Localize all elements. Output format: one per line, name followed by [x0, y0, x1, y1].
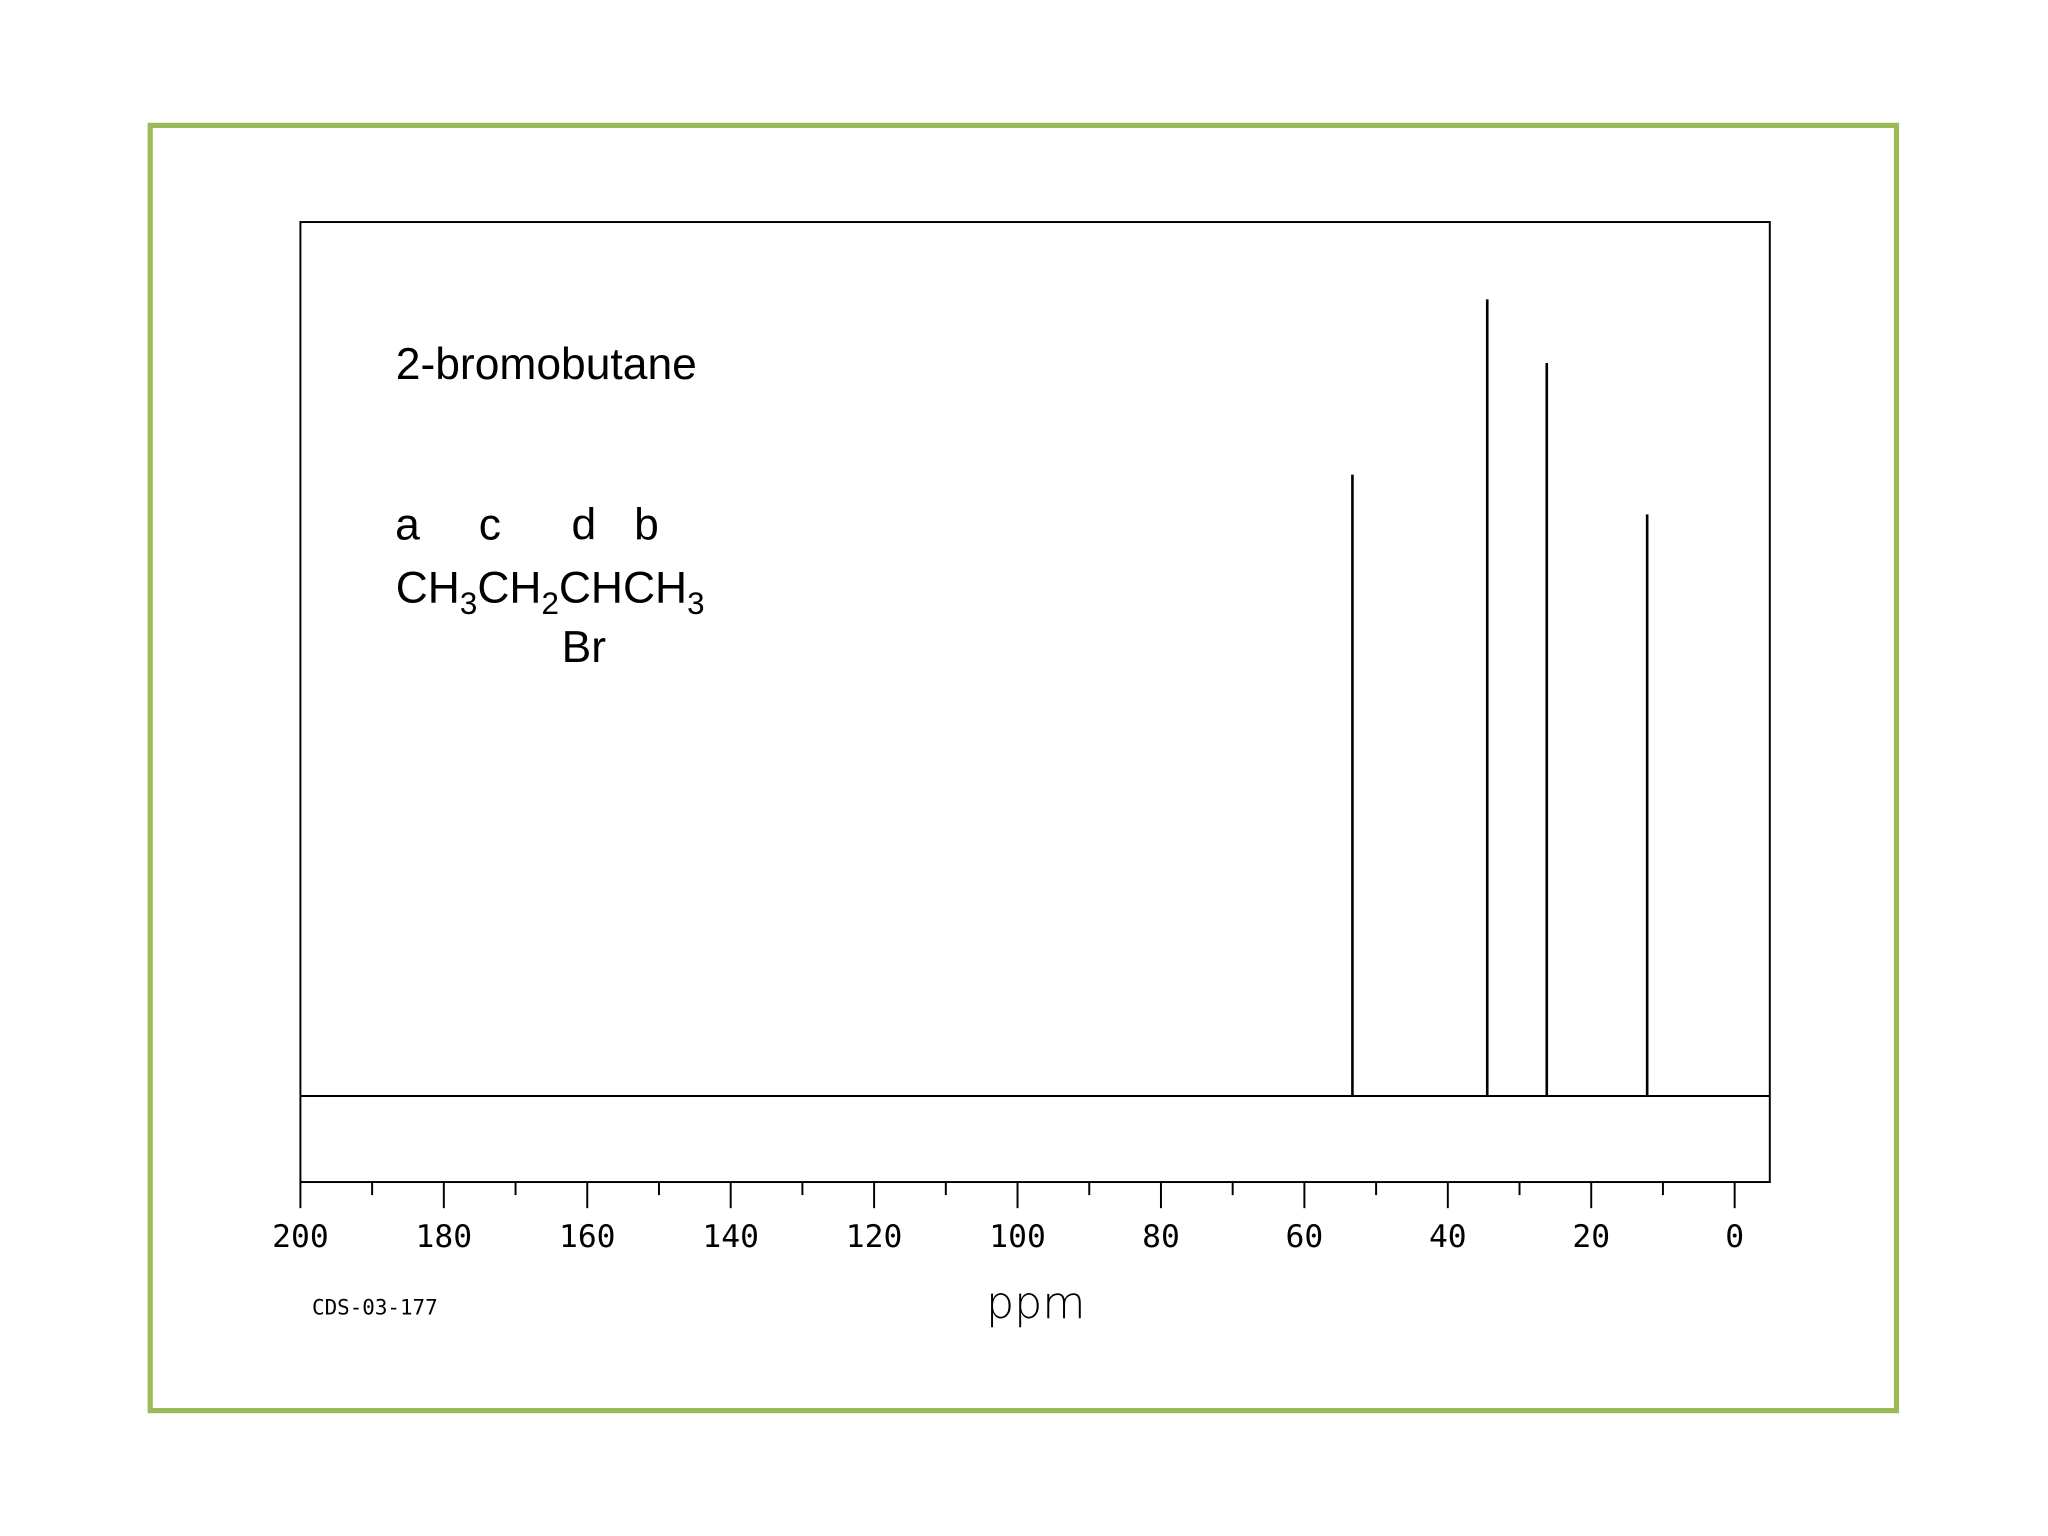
x-tick-label: 40: [1429, 1219, 1467, 1255]
x-tick-label: 20: [1572, 1219, 1610, 1255]
x-tick-label: 60: [1286, 1219, 1324, 1255]
frame: [147, 122, 1900, 1414]
site-label: d: [571, 500, 596, 549]
x-tick-label: 160: [559, 1219, 616, 1255]
x-tick-label: 200: [272, 1219, 329, 1255]
formula: CH3CH2CHCH3: [396, 563, 705, 621]
x-tick-label: 0: [1725, 1219, 1744, 1255]
x-tick-label: 180: [416, 1219, 473, 1255]
formula-subscript: 2: [541, 586, 558, 621]
chart-title: 2-bromobutane: [396, 340, 697, 389]
x-tick-label: 100: [989, 1219, 1046, 1255]
site-label: a: [395, 500, 420, 549]
site-label: c: [479, 500, 501, 549]
x-tick-label: 140: [702, 1219, 759, 1255]
x-tick-label: 80: [1142, 1219, 1180, 1255]
x-axis-label: ppm: [986, 1278, 1086, 1329]
plot-area: [299, 221, 1771, 1184]
x-tick-label: 120: [846, 1219, 903, 1255]
formula-part: CH: [477, 563, 541, 612]
formula-part: CHCH: [559, 563, 687, 612]
spectrum-code: CDS-03-177: [312, 1296, 438, 1320]
formula-subscript: 3: [687, 586, 704, 621]
substituent: Br: [562, 623, 607, 672]
formula-subscript: 3: [460, 586, 477, 621]
formula-part: CH: [396, 563, 460, 612]
site-label: b: [634, 500, 659, 549]
